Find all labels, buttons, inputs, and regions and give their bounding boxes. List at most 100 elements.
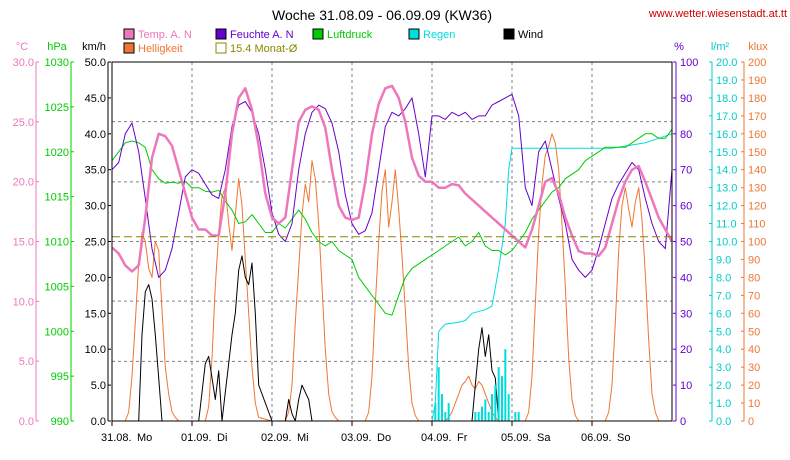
right-tick-label-rain: 4.0: [716, 344, 731, 356]
wind-line: [112, 255, 672, 422]
left-tick-label-temp: 25.0: [13, 117, 34, 129]
left-tick-label-wind: 20.0: [85, 272, 106, 284]
right-tick-label-rain: 12.0: [716, 201, 737, 213]
rain-hourly-bar: [501, 376, 503, 421]
right-tick-label-rain: 18.0: [716, 93, 737, 105]
legend-label-brightness: Helligkeit: [138, 43, 183, 55]
x-tick-day: Fr: [457, 432, 468, 444]
right-tick-label-rain: 2.0: [716, 380, 731, 392]
right-tick-label-brightness: 90: [748, 254, 760, 266]
right-tick-label-brightness: 80: [748, 272, 760, 284]
legend-swatch-pressure: [312, 28, 324, 40]
legend-swatch-brightness: [123, 42, 135, 54]
right-tick-label-humidity: 100: [680, 57, 698, 69]
pressure-line: [111, 129, 673, 316]
left-tick-label-temp: 0.0: [19, 416, 34, 428]
rain-hourly-bar: [441, 394, 443, 421]
right-tick-label-rain: 13.0: [716, 183, 737, 195]
right-tick-label-rain: 17.0: [716, 111, 737, 123]
legend: Temp. A. N Feuchte A. N Luftdruck Regen Wind…: [123, 28, 543, 55]
right-axis-unit-brightness: klux: [748, 41, 768, 53]
left-tick-label-wind: 15.0: [85, 308, 106, 320]
right-tick-label-brightness: 10: [748, 398, 760, 410]
left-tick-label-wind: 30.0: [85, 201, 106, 213]
left-tick-label-temp: 15.0: [13, 237, 34, 249]
left-tick-label-pressure: 1030: [45, 57, 69, 69]
right-tick-label-rain: 14.0: [716, 165, 737, 177]
right-tick-label-rain: 6.0: [716, 308, 731, 320]
left-tick-label-pressure: 1000: [45, 326, 69, 338]
x-tick-day: Mo: [137, 432, 152, 444]
rain-hourly-bar: [477, 412, 480, 421]
left-tick-label-pressure: 1010: [45, 237, 69, 249]
right-tick-label-rain: 0.0: [716, 416, 731, 428]
x-tick-date: 02.09.: [261, 432, 292, 444]
left-tick-label-wind: 45.0: [85, 93, 106, 105]
right-tick-label-brightness: 40: [748, 344, 760, 356]
rain-cumulative-line: [112, 133, 673, 422]
rain-hourly-bar: [487, 412, 490, 421]
legend-label-humidity: Feuchte A. N: [230, 29, 294, 41]
right-tick-label-humidity: 0: [680, 416, 686, 428]
x-tick-date: 31.08.: [101, 432, 132, 444]
humidity-line: [111, 93, 673, 278]
right-tick-label-brightness: 190: [748, 75, 766, 87]
rain-hourly-bar: [481, 406, 483, 421]
plot-area-border: [111, 61, 673, 422]
right-tick-label-humidity: 60: [680, 201, 692, 213]
right-tick-label-brightness: 0: [748, 416, 754, 428]
right-tick-label-humidity: 40: [680, 272, 692, 284]
right-tick-label-brightness: 110: [748, 219, 766, 231]
right-tick-label-brightness: 130: [748, 183, 766, 195]
right-tick-label-humidity: 20: [680, 344, 692, 356]
right-tick-label-brightness: 140: [748, 165, 766, 177]
rain-hourly-bar: [447, 403, 450, 421]
left-tick-label-pressure: 1020: [45, 147, 69, 159]
left-axis-unit-temp: °C: [16, 41, 28, 53]
right-axes: %0102030405060708090100l/m²0.01.02.03.04…: [673, 41, 768, 428]
x-tick-day: Di: [217, 432, 227, 444]
legend-label-pressure: Luftdruck: [327, 29, 373, 41]
rain-hourly-bar: [444, 412, 447, 421]
left-tick-label-wind: 50.0: [85, 57, 106, 69]
right-tick-label-humidity: 90: [680, 93, 692, 105]
left-tick-label-wind: 0.0: [91, 416, 106, 428]
x-tick-date: 04.09.: [421, 432, 452, 444]
x-tick-day: Sa: [537, 432, 551, 444]
left-tick-label-temp: 5.0: [19, 356, 34, 368]
left-tick-label-pressure: 1005: [45, 281, 69, 293]
left-axis-unit-pressure: hPa: [47, 41, 67, 53]
right-tick-label-humidity: 70: [680, 165, 692, 177]
rain-hourly-bar: [491, 394, 493, 421]
right-tick-label-rain: 19.0: [716, 75, 737, 87]
legend-swatch-wind: [503, 28, 515, 40]
left-tick-label-pressure: 1025: [45, 102, 69, 114]
rain-hourly-bar: [497, 367, 500, 421]
right-tick-label-brightness: 150: [748, 147, 766, 159]
right-tick-label-brightness: 30: [748, 362, 760, 374]
left-tick-label-wind: 25.0: [85, 237, 106, 249]
rain-hourly-bar: [484, 399, 487, 421]
rain-hourly-bar: [507, 394, 510, 421]
right-tick-label-brightness: 200: [748, 57, 766, 69]
x-tick-day: Do: [377, 432, 391, 444]
left-tick-label-pressure: 1015: [45, 192, 69, 204]
right-tick-label-rain: 8.0: [716, 272, 731, 284]
plot-series: [111, 84, 674, 422]
legend-swatch-humidity: [215, 28, 227, 40]
x-tick-date: 01.09.: [181, 432, 212, 444]
rain-hourly-bar: [494, 385, 497, 421]
rain-hourly-bar: [474, 412, 477, 421]
chart-title: Woche 31.08.09 - 06.09.09 (KW36): [272, 7, 492, 23]
right-tick-label-brightness: 180: [748, 93, 766, 105]
right-tick-label-brightness: 20: [748, 380, 760, 392]
right-axis-unit-rain: l/m²: [711, 41, 730, 53]
legend-label-wind: Wind: [518, 29, 543, 41]
right-tick-label-rain: 11.0: [716, 219, 737, 231]
left-tick-label-temp: 20.0: [13, 177, 34, 189]
source-label: www.wetter.wiesenstadt.at.tt: [648, 8, 787, 20]
x-tick-date: 03.09.: [341, 432, 372, 444]
right-tick-label-brightness: 70: [748, 290, 760, 302]
right-tick-label-rain: 1.0: [716, 398, 731, 410]
rain-hourly-bar: [514, 412, 517, 421]
